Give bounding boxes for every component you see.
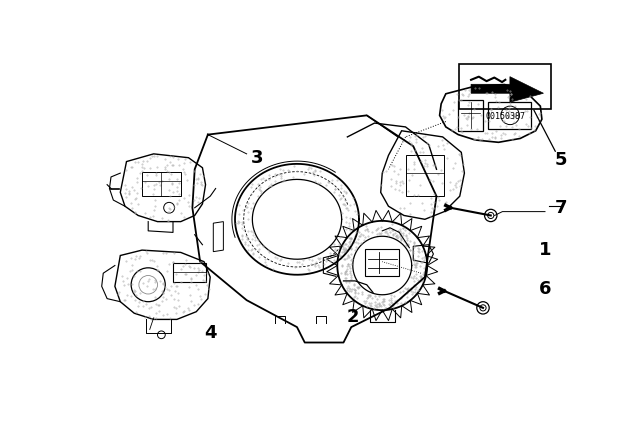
Text: 3: 3 bbox=[250, 149, 263, 167]
Text: 4: 4 bbox=[204, 323, 216, 341]
Text: 5: 5 bbox=[554, 151, 567, 169]
Text: 00150387: 00150387 bbox=[485, 112, 525, 121]
Text: 7: 7 bbox=[554, 199, 567, 217]
Text: 6: 6 bbox=[539, 280, 551, 297]
Polygon shape bbox=[471, 77, 543, 102]
Text: 1: 1 bbox=[539, 241, 551, 259]
Bar bbox=[365, 250, 399, 276]
Bar bbox=[460, 64, 551, 109]
Text: 2: 2 bbox=[346, 308, 359, 326]
